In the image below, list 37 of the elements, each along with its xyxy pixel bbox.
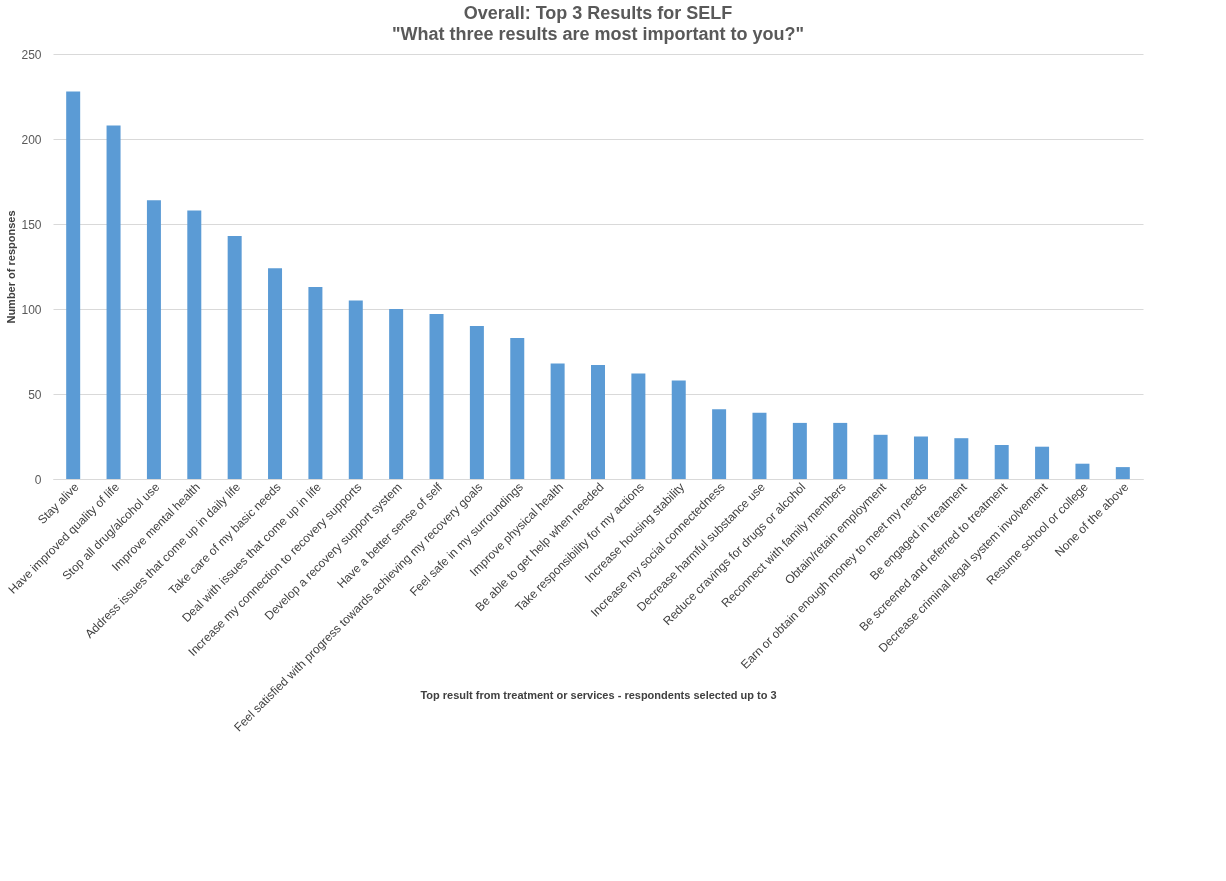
y-tick-label: 150 [21,217,42,232]
bar [954,438,969,479]
bar [66,91,81,479]
bar [873,434,888,479]
bar [469,326,484,479]
bar [671,380,686,479]
chart-subtitle: "What three results are most important to you?" [391,24,805,44]
y-tick-label: 250 [21,47,42,62]
bar [308,286,323,479]
bar [268,268,283,479]
y-tick-label: 50 [28,387,42,402]
chart-title: Overall: Top 3 Results for SELF [463,3,733,23]
bar [1115,467,1130,479]
y-tick-label: 0 [34,472,42,487]
bar [752,412,767,479]
bar [389,309,404,479]
bar [146,200,161,479]
bar [712,409,727,479]
bar [631,373,646,479]
bar [348,300,363,479]
bar [550,363,565,479]
bar [106,125,121,479]
bar [591,365,605,479]
bar [1075,463,1090,479]
bar [1035,446,1050,479]
x-axis-title: Top result from treatment or services - respondents selected up to 3 [420,688,777,701]
bar [429,314,444,479]
y-tick-label: 200 [21,132,42,147]
bar [994,445,1009,479]
bar [913,436,928,479]
y-tick-label: 100 [21,302,42,317]
bar [833,422,848,479]
y-axis-title: Number of responses [5,210,18,324]
bar [510,337,525,479]
bar [227,235,242,479]
bar [187,210,202,479]
bar [792,422,807,479]
